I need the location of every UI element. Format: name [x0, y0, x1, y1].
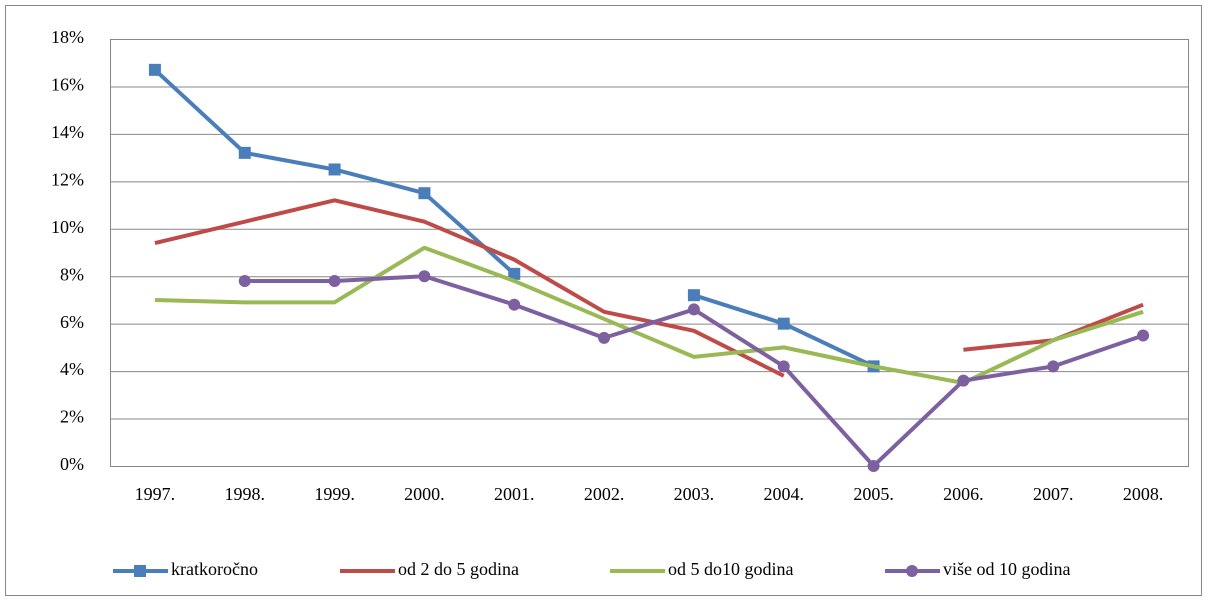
marker	[906, 565, 918, 577]
marker	[418, 187, 431, 200]
y-tick-label: 6%	[60, 312, 84, 332]
marker	[418, 270, 431, 283]
marker	[1137, 329, 1150, 342]
marker	[687, 289, 700, 302]
x-tick-label: 2002.	[584, 484, 625, 504]
marker	[328, 163, 341, 176]
x-tick-label: 1999.	[314, 484, 355, 504]
x-tick-label: 2008.	[1123, 484, 1164, 504]
x-tick-label: 1998.	[225, 484, 266, 504]
marker	[957, 374, 970, 387]
x-tick-label: 2007.	[1033, 484, 1074, 504]
marker	[508, 267, 521, 280]
y-tick-label: 18%	[51, 27, 84, 47]
marker	[598, 331, 611, 344]
y-tick-label: 12%	[51, 169, 84, 189]
x-tick-label: 2006.	[943, 484, 984, 504]
y-tick-label: 4%	[60, 359, 84, 379]
y-tick-label: 0%	[60, 454, 84, 474]
x-tick-label: 2003.	[674, 484, 715, 504]
marker	[867, 460, 880, 472]
legend-label: više od 10 godina	[943, 559, 1071, 579]
marker	[238, 146, 251, 159]
marker	[777, 360, 790, 373]
marker	[238, 274, 251, 287]
y-tick-label: 14%	[51, 122, 84, 142]
x-tick-label: 2001.	[494, 484, 535, 504]
marker	[777, 317, 790, 330]
marker	[508, 298, 521, 311]
marker	[134, 565, 146, 577]
marker	[148, 63, 161, 76]
x-tick-label: 2000.	[404, 484, 445, 504]
x-tick-label: 1997.	[135, 484, 176, 504]
y-tick-label: 2%	[60, 407, 84, 427]
marker	[328, 274, 341, 287]
y-tick-label: 8%	[60, 264, 84, 284]
y-tick-label: 10%	[51, 217, 84, 237]
x-tick-label: 2005.	[853, 484, 894, 504]
legend-label: kratkoročno	[171, 559, 258, 579]
legend-label: od 5 do10 godina	[668, 559, 794, 579]
marker	[1047, 360, 1060, 373]
marker	[687, 303, 700, 316]
x-tick-label: 2004.	[764, 484, 805, 504]
legend-label: od 2 do 5 godina	[398, 559, 519, 579]
y-tick-label: 16%	[51, 75, 84, 95]
series-line	[154, 245, 1144, 385]
